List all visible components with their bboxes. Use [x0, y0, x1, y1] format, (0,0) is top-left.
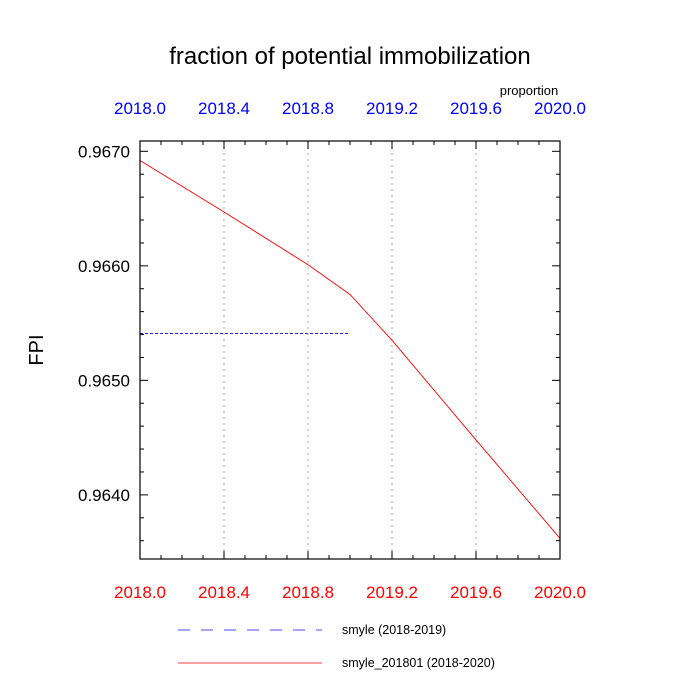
x-tick-label-top: 2019.2 [366, 99, 418, 118]
chart-title: fraction of potential immobilization [169, 43, 531, 70]
x-tick-label-bottom: 2019.6 [450, 583, 502, 602]
y-tick-label: 0.9660 [78, 257, 130, 276]
y-axis-label: FPI [26, 334, 48, 365]
x-tick-label-bottom: 2018.4 [198, 583, 250, 602]
axes: 2018.0 2018.0 2018.4 2018.4 2018.8 2018.8 2019… [78, 99, 586, 602]
legend-label-2: smyle_201801 (2018-2020) [342, 656, 495, 670]
x-tick-label-bottom: 2018.0 [114, 583, 166, 602]
x-tick-label-bottom: 2020.0 [534, 583, 586, 602]
x-tick-label-top: 2020.0 [534, 99, 586, 118]
series-line-2 [139, 160, 561, 539]
y-tick-label: 0.9640 [78, 486, 130, 505]
y-tick-label: 0.9670 [78, 142, 130, 161]
data-series [139, 160, 561, 539]
x-tick-label-bottom: 2018.8 [282, 583, 334, 602]
x-tick-label-top: 2018.0 [114, 99, 166, 118]
legend-label-1: smyle (2018-2019) [342, 623, 446, 637]
y-tick-label: 0.9650 [78, 371, 130, 390]
plot-frame [139, 140, 561, 560]
x-tick-label-bottom: 2019.2 [366, 583, 418, 602]
x-tick-label-top: 2019.6 [450, 99, 502, 118]
top-axis-units: proportion [500, 83, 559, 98]
x-tick-label-top: 2018.8 [282, 99, 334, 118]
legend: smyle (2018-2019) smyle_201801 (2018-2020… [178, 623, 495, 670]
vertical-gridlines [223, 141, 477, 559]
x-tick-label-top: 2018.4 [198, 99, 250, 118]
